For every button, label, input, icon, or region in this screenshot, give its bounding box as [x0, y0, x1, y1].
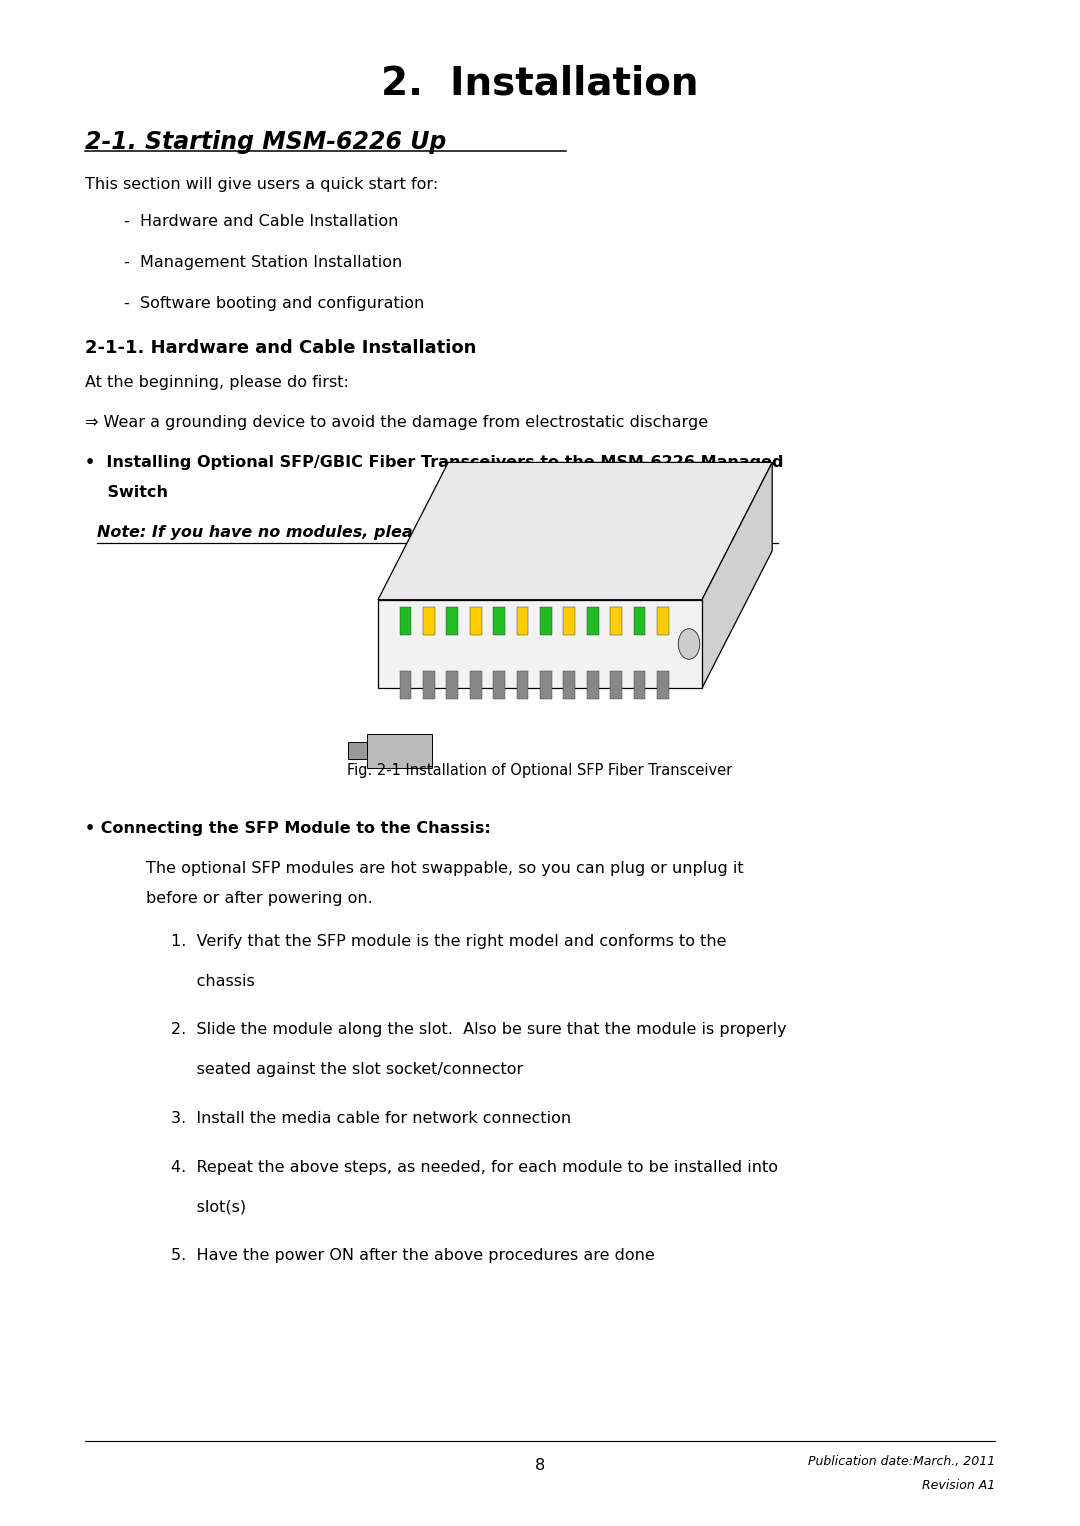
Text: slot(s): slot(s): [171, 1199, 246, 1215]
Bar: [634, 607, 646, 635]
Bar: [494, 671, 505, 699]
Bar: [400, 607, 411, 635]
Bar: [423, 607, 435, 635]
Polygon shape: [378, 462, 772, 600]
Bar: [564, 607, 576, 635]
Text: 2.  Slide the module along the slot.  Also be sure that the module is properly: 2. Slide the module along the slot. Also…: [171, 1022, 786, 1038]
Text: chassis: chassis: [171, 974, 255, 989]
Bar: [657, 671, 669, 699]
Bar: [610, 671, 622, 699]
Bar: [446, 607, 458, 635]
Text: Publication date:March., 2011: Publication date:March., 2011: [808, 1454, 995, 1468]
Bar: [586, 607, 598, 635]
Bar: [610, 607, 622, 635]
Text: 2-1-1. Hardware and Cable Installation: 2-1-1. Hardware and Cable Installation: [85, 339, 476, 357]
Text: -  Software booting and configuration: - Software booting and configuration: [124, 296, 424, 311]
Polygon shape: [378, 600, 702, 688]
Text: before or after powering on.: before or after powering on.: [146, 891, 373, 906]
Text: 8: 8: [535, 1457, 545, 1473]
Text: Switch: Switch: [85, 485, 168, 501]
Text: Note: If you have no modules, please skip this section.: Note: If you have no modules, please ski…: [97, 525, 593, 540]
Bar: [586, 671, 598, 699]
Bar: [423, 671, 435, 699]
Text: seated against the slot socket/connector: seated against the slot socket/connector: [171, 1062, 523, 1077]
Bar: [470, 671, 482, 699]
Text: This section will give users a quick start for:: This section will give users a quick sta…: [85, 177, 438, 192]
Text: -  Hardware and Cable Installation: - Hardware and Cable Installation: [124, 214, 399, 229]
Text: -  Management Station Installation: - Management Station Installation: [124, 255, 403, 270]
Text: 3.  Install the media cable for network connection: 3. Install the media cable for network c…: [171, 1111, 570, 1126]
Text: 5.  Have the power ON after the above procedures are done: 5. Have the power ON after the above pro…: [171, 1248, 654, 1264]
Text: 2-1. Starting MSM-6226 Up: 2-1. Starting MSM-6226 Up: [85, 130, 446, 154]
Bar: [470, 607, 482, 635]
Bar: [657, 607, 669, 635]
Text: The optional SFP modules are hot swappable, so you can plug or unplug it: The optional SFP modules are hot swappab…: [146, 861, 743, 876]
Bar: [564, 671, 576, 699]
Bar: [516, 671, 528, 699]
Bar: [494, 607, 505, 635]
Polygon shape: [702, 462, 772, 688]
Text: 2.  Installation: 2. Installation: [381, 64, 699, 102]
Circle shape: [678, 629, 700, 659]
Text: Revision A1: Revision A1: [921, 1479, 995, 1492]
Polygon shape: [348, 743, 367, 760]
Bar: [540, 607, 552, 635]
Bar: [540, 671, 552, 699]
Bar: [400, 671, 411, 699]
Text: 4.  Repeat the above steps, as needed, for each module to be installed into: 4. Repeat the above steps, as needed, fo…: [171, 1160, 778, 1175]
Text: 1.  Verify that the SFP module is the right model and conforms to the: 1. Verify that the SFP module is the rig…: [171, 934, 726, 949]
Text: • Connecting the SFP Module to the Chassis:: • Connecting the SFP Module to the Chass…: [85, 821, 490, 836]
Text: ⇒ Wear a grounding device to avoid the damage from electrostatic discharge: ⇒ Wear a grounding device to avoid the d…: [85, 415, 708, 430]
Text: •  Installing Optional SFP/GBIC Fiber Transceivers to the MSM-6226 Managed: • Installing Optional SFP/GBIC Fiber Tra…: [85, 455, 783, 470]
Text: Fig. 2-1 Installation of Optional SFP Fiber Transceiver: Fig. 2-1 Installation of Optional SFP Fi…: [348, 763, 732, 778]
Bar: [516, 607, 528, 635]
Bar: [446, 671, 458, 699]
Bar: [634, 671, 646, 699]
Polygon shape: [367, 734, 432, 768]
Text: At the beginning, please do first:: At the beginning, please do first:: [85, 375, 349, 391]
